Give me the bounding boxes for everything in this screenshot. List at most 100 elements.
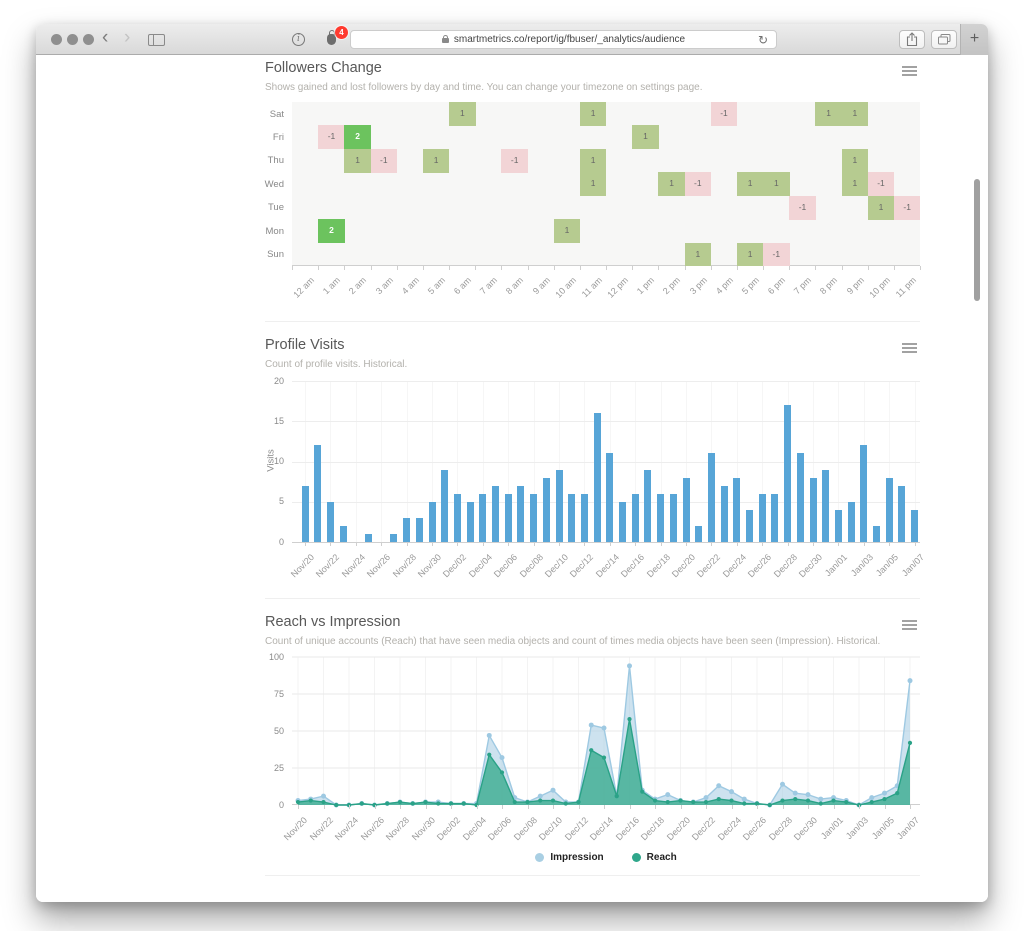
legend-item-impression: Impression [535,852,604,863]
bar [530,493,538,542]
reach-point [474,802,479,808]
bar [365,533,372,542]
axis-tick [425,805,427,809]
axis-tick [731,805,733,809]
impression-point [869,795,875,801]
axis-tick [635,542,637,546]
new-tab-button[interactable]: + [960,24,988,55]
reach-point [614,794,619,799]
heatmap-cell: 2 [318,219,345,244]
heatmap-cell: 1 [841,102,869,126]
y-axis-title: Visits [265,448,277,472]
reach-point [627,717,632,722]
impression-point [882,790,887,796]
axis-tick [449,266,450,270]
bar [720,485,728,542]
bar [504,493,512,542]
impression-point [665,792,671,798]
tab-overview-button[interactable] [931,30,957,49]
bar [314,445,322,542]
impression-point [321,793,326,799]
impression-point [805,792,811,798]
axis-tick [863,542,865,546]
impression-point [550,787,556,793]
axis-tick [559,542,560,546]
reach-point [793,796,798,802]
address-bar[interactable]: smartmetrics.co/report/ig/fbuser/_analyt… [350,30,777,49]
reach-point [818,801,823,806]
axis-tick [323,805,325,809]
bar [517,485,525,542]
heatmap-cell: -1 [789,195,816,220]
reach-point [525,799,530,805]
reach-point [780,798,785,803]
page-content: Followers Change Shows gained and lost f… [36,55,988,902]
reach-legend-dot [631,853,641,862]
grid-hline [292,501,920,503]
heatmap-cell: 1 [422,148,450,173]
reach-point [869,799,874,805]
bar [339,525,347,542]
section-title-reach-vs-impression: Reach vs Impression [265,614,401,630]
bar [542,477,550,542]
bar [466,501,474,542]
heatmap-cell: -1 [710,102,738,126]
axis-tick [893,266,895,270]
reach-point [665,799,670,805]
bar [834,509,842,542]
bar [860,445,868,542]
bar [390,533,398,542]
minimize-button[interactable] [67,34,78,45]
bar [885,477,893,542]
bar [568,493,576,542]
scrollbar-thumb[interactable] [974,179,980,301]
axis-tick [330,542,332,546]
heatmap-cell: 1 [579,172,607,197]
axis-tick [527,266,529,270]
axis-tick [841,266,843,270]
reach-point [691,799,696,805]
axis-tick [658,266,660,270]
legend-label: Reach [646,852,677,863]
reach-point [742,801,747,806]
bar [809,477,817,542]
impression-point [627,663,632,669]
impression-point [818,796,824,802]
heatmap-cell: 1 [815,102,842,126]
heatmap-cell: 2 [344,125,371,150]
forward-button[interactable]: › [124,27,131,48]
extension-shield-icon[interactable] [327,30,336,45]
reach-point [334,802,339,808]
impression-point [499,755,505,761]
back-button[interactable]: ‹ [102,27,109,48]
reach-point [550,798,556,803]
y-tick-label: 15 [273,415,284,426]
sidebar-icon [148,34,165,46]
heatmap-cell: 1 [841,148,869,173]
bar [771,493,779,542]
section-subtitle-profile-visits: Count of profile visits. Historical. [265,359,408,370]
heatmap-cell: 1 [344,148,371,173]
heatmap-cell: 1 [867,195,895,220]
notification-badge: 4 [335,26,348,39]
chart-menu-icon[interactable] [902,66,917,78]
reach-point [882,796,887,802]
chart-menu-icon[interactable] [902,343,917,355]
info-icon[interactable]: i [292,33,305,46]
axis-tick [344,266,346,270]
axis-tick [370,266,372,270]
axis-tick [884,805,886,809]
sidebar-toggle-button[interactable] [148,33,165,51]
reach-point [678,798,683,803]
chart-menu-icon[interactable] [902,620,917,632]
zoom-button[interactable] [83,34,94,45]
share-button[interactable] [899,30,925,49]
y-tick-label: 25 [273,762,284,773]
y-tick-label: 75 [273,688,284,699]
reach-point [321,799,326,805]
share-icon [906,32,918,47]
section-title-profile-visits: Profile Visits [265,337,345,353]
close-button[interactable] [51,34,62,45]
reload-icon[interactable]: ↻ [757,33,768,47]
bar [669,493,677,542]
